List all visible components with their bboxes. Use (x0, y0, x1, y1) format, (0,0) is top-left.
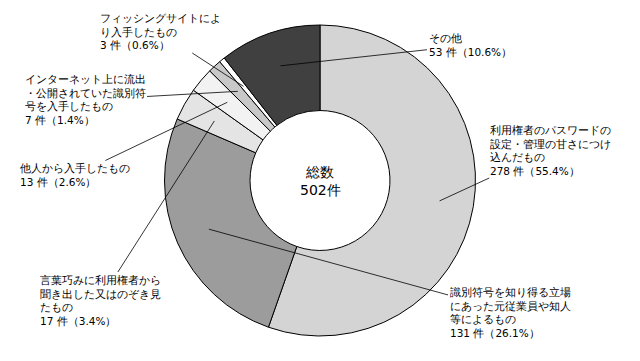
svg-text:識別符号を知り得る立場にあった元従業員や知人等によるもの13: 識別符号を知り得る立場にあった元従業員や知人等によるもの131 件（26.1%） (450, 286, 571, 339)
svg-text:他人から入手したもの13 件（2.6%）: 他人から入手したもの13 件（2.6%） (20, 162, 130, 188)
svg-text:その他53 件（10.6%）: その他53 件（10.6%） (429, 32, 512, 58)
svg-text:総数502件: 総数502件 (300, 164, 341, 198)
svg-text:フィッシングサイトにより入手したもの3 件（0.6%）: フィッシングサイトにより入手したもの3 件（0.6%） (100, 12, 221, 51)
svg-text:インターネット上に流出・公開されていた識別符号を入手したもの: インターネット上に流出・公開されていた識別符号を入手したもの7 件（1.4%） (25, 73, 146, 126)
svg-text:言葉巧みに利用権者から聞き出した又はのぞき見たもの17 件（: 言葉巧みに利用権者から聞き出した又はのぞき見たもの17 件（3.4%） (40, 274, 161, 327)
svg-text:利用権者のパスワードの設定・管理の甘さにつけ込んだもの278: 利用権者のパスワードの設定・管理の甘さにつけ込んだもの278 件（55.4%） (490, 124, 611, 177)
